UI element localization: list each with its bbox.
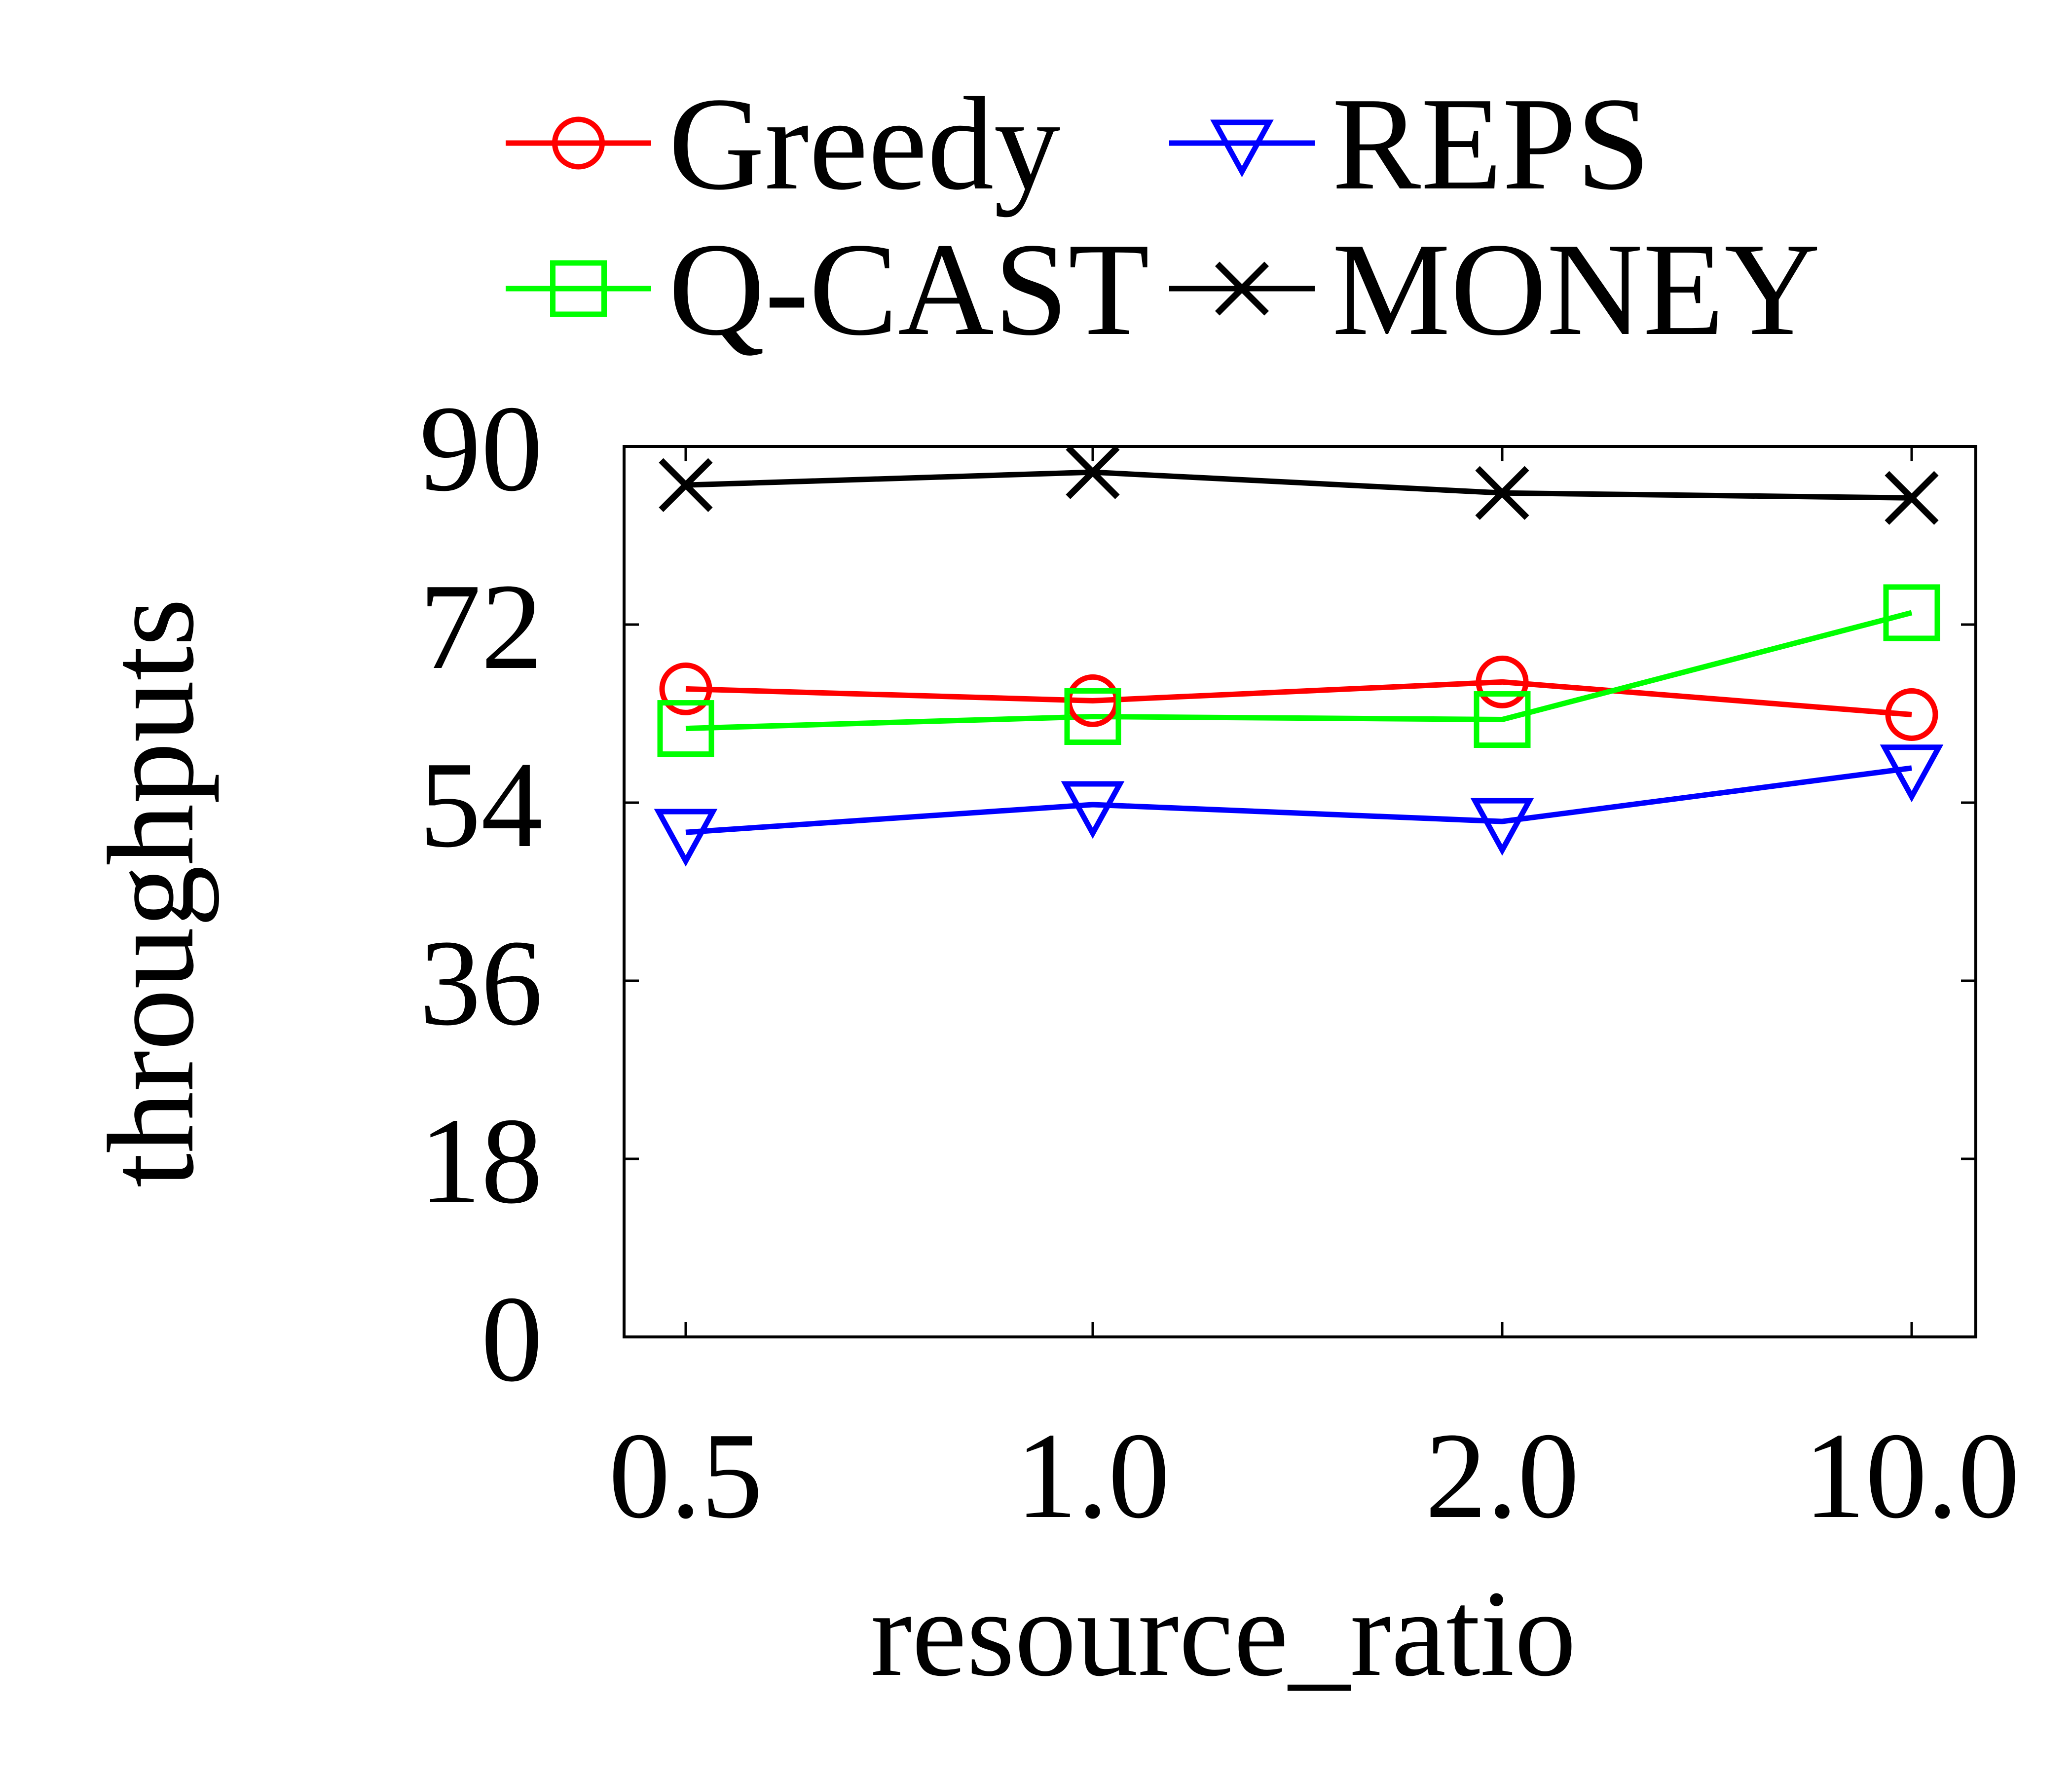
legend-label-greedy: Greedy [668,70,1061,218]
x-tick-label: 0.5 [609,1407,763,1544]
point-q-cast [1064,688,1121,745]
series-line-money [685,469,1912,501]
series-lines [685,469,1913,835]
series-line-greedy [685,679,1912,717]
legend-item-reps: REPS [1169,70,1650,218]
legend-label-q-cast: Q-CAST [668,216,1149,363]
legend-item-greedy: Greedy [506,70,1061,218]
series-line-reps [685,765,1912,835]
legend-marker-q-cast [550,260,607,317]
legend-label-reps: REPS [1332,70,1650,218]
y-tick-label: 72 [419,558,543,695]
y-tick-label: 18 [419,1093,543,1229]
point-reps [1061,781,1125,839]
y-axis: 0 18 36 54 72 90 [419,380,1976,1407]
legend-label-money: MONEY [1332,216,1820,363]
series-markers [654,445,1944,867]
x-axis-title: resource_ratio [871,1565,1576,1702]
x-axis: 0.5 1.0 2.0 10.0 [609,446,2020,1544]
y-tick-label: 36 [419,915,543,1051]
legend-item-money: MONEY [1169,216,1820,363]
point-money [1885,471,1939,525]
y-tick-label: 0 [481,1271,543,1407]
x-tick-label: 10.0 [1804,1407,2020,1544]
legend-marker-money [1215,261,1269,316]
x-tick-label: 2.0 [1425,1407,1580,1544]
point-money [1066,445,1120,499]
y-tick-label: 54 [419,737,543,873]
series-line-q-cast [685,610,1913,732]
plot-frame [623,445,1977,1338]
point-q-cast [1474,691,1531,748]
point-reps [1470,798,1534,856]
y-axis-title: throughputs [83,598,220,1187]
point-reps [654,809,718,867]
legend-marker-greedy [552,116,605,170]
point-greedy [659,662,712,715]
point-reps [1880,744,1944,803]
point-money [659,458,713,512]
point-greedy [1476,655,1529,708]
y-tick-label: 90 [419,380,543,517]
point-greedy [1885,688,1938,741]
legend: Greedy REPS Q-CAST MONEY [506,70,1820,363]
point-q-cast [657,700,714,757]
legend-marker-reps [1210,119,1274,178]
plot-area: 0 18 36 54 72 90 0.5 1.0 2.0 10.0 [419,380,2020,1544]
x-tick-label: 1.0 [1016,1407,1170,1544]
point-money [1475,466,1529,520]
legend-item-q-cast: Q-CAST [506,216,1149,363]
point-q-cast [1883,584,1940,641]
